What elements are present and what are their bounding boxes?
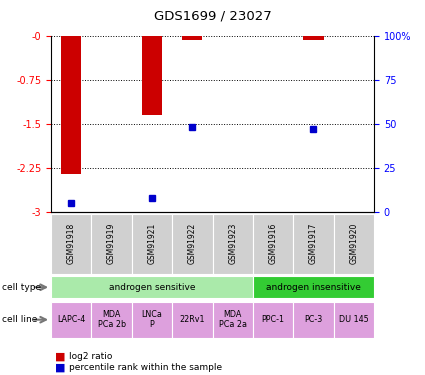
Text: GSM91918: GSM91918 (67, 223, 76, 264)
Text: MDA
PCa 2b: MDA PCa 2b (97, 310, 126, 329)
Text: percentile rank within the sample: percentile rank within the sample (69, 363, 222, 372)
Bar (334, 214, 374, 274)
Text: ■: ■ (55, 363, 66, 372)
Bar (51, 276, 253, 298)
Bar (132, 302, 172, 338)
Text: log2 ratio: log2 ratio (69, 352, 112, 361)
Bar (253, 302, 293, 338)
Bar (293, 302, 334, 338)
Bar (91, 302, 132, 338)
Bar (212, 214, 253, 274)
Bar (172, 214, 212, 274)
Text: androgen insensitive: androgen insensitive (266, 283, 361, 292)
Text: GSM91920: GSM91920 (349, 223, 358, 264)
Bar (293, 214, 334, 274)
Bar (51, 214, 91, 274)
Text: GSM91921: GSM91921 (147, 223, 156, 264)
Text: GSM91916: GSM91916 (269, 223, 278, 264)
Bar (172, 302, 212, 338)
Text: LNCa
P: LNCa P (142, 310, 162, 329)
Text: MDA
PCa 2a: MDA PCa 2a (219, 310, 246, 329)
Bar (212, 302, 253, 338)
Text: GSM91923: GSM91923 (228, 223, 237, 264)
Text: GSM91919: GSM91919 (107, 223, 116, 264)
Text: androgen sensitive: androgen sensitive (109, 283, 195, 292)
Text: cell line: cell line (2, 315, 37, 324)
Text: GSM91917: GSM91917 (309, 223, 318, 264)
Text: DU 145: DU 145 (339, 315, 368, 324)
Text: PC-3: PC-3 (304, 315, 323, 324)
Bar (91, 214, 132, 274)
Bar (253, 276, 374, 298)
Text: cell type: cell type (2, 283, 41, 292)
Bar (182, 36, 202, 40)
Text: LAPC-4: LAPC-4 (57, 315, 85, 324)
Text: ■: ■ (55, 352, 66, 362)
Bar (132, 214, 172, 274)
Text: GSM91922: GSM91922 (188, 223, 197, 264)
Bar (334, 302, 374, 338)
Bar (253, 214, 293, 274)
Text: PPC-1: PPC-1 (261, 315, 285, 324)
Text: 22Rv1: 22Rv1 (179, 315, 205, 324)
Bar (51, 302, 91, 338)
Bar (61, 36, 81, 174)
Bar (303, 36, 323, 40)
Bar (142, 36, 162, 115)
Text: GDS1699 / 23027: GDS1699 / 23027 (153, 9, 272, 22)
